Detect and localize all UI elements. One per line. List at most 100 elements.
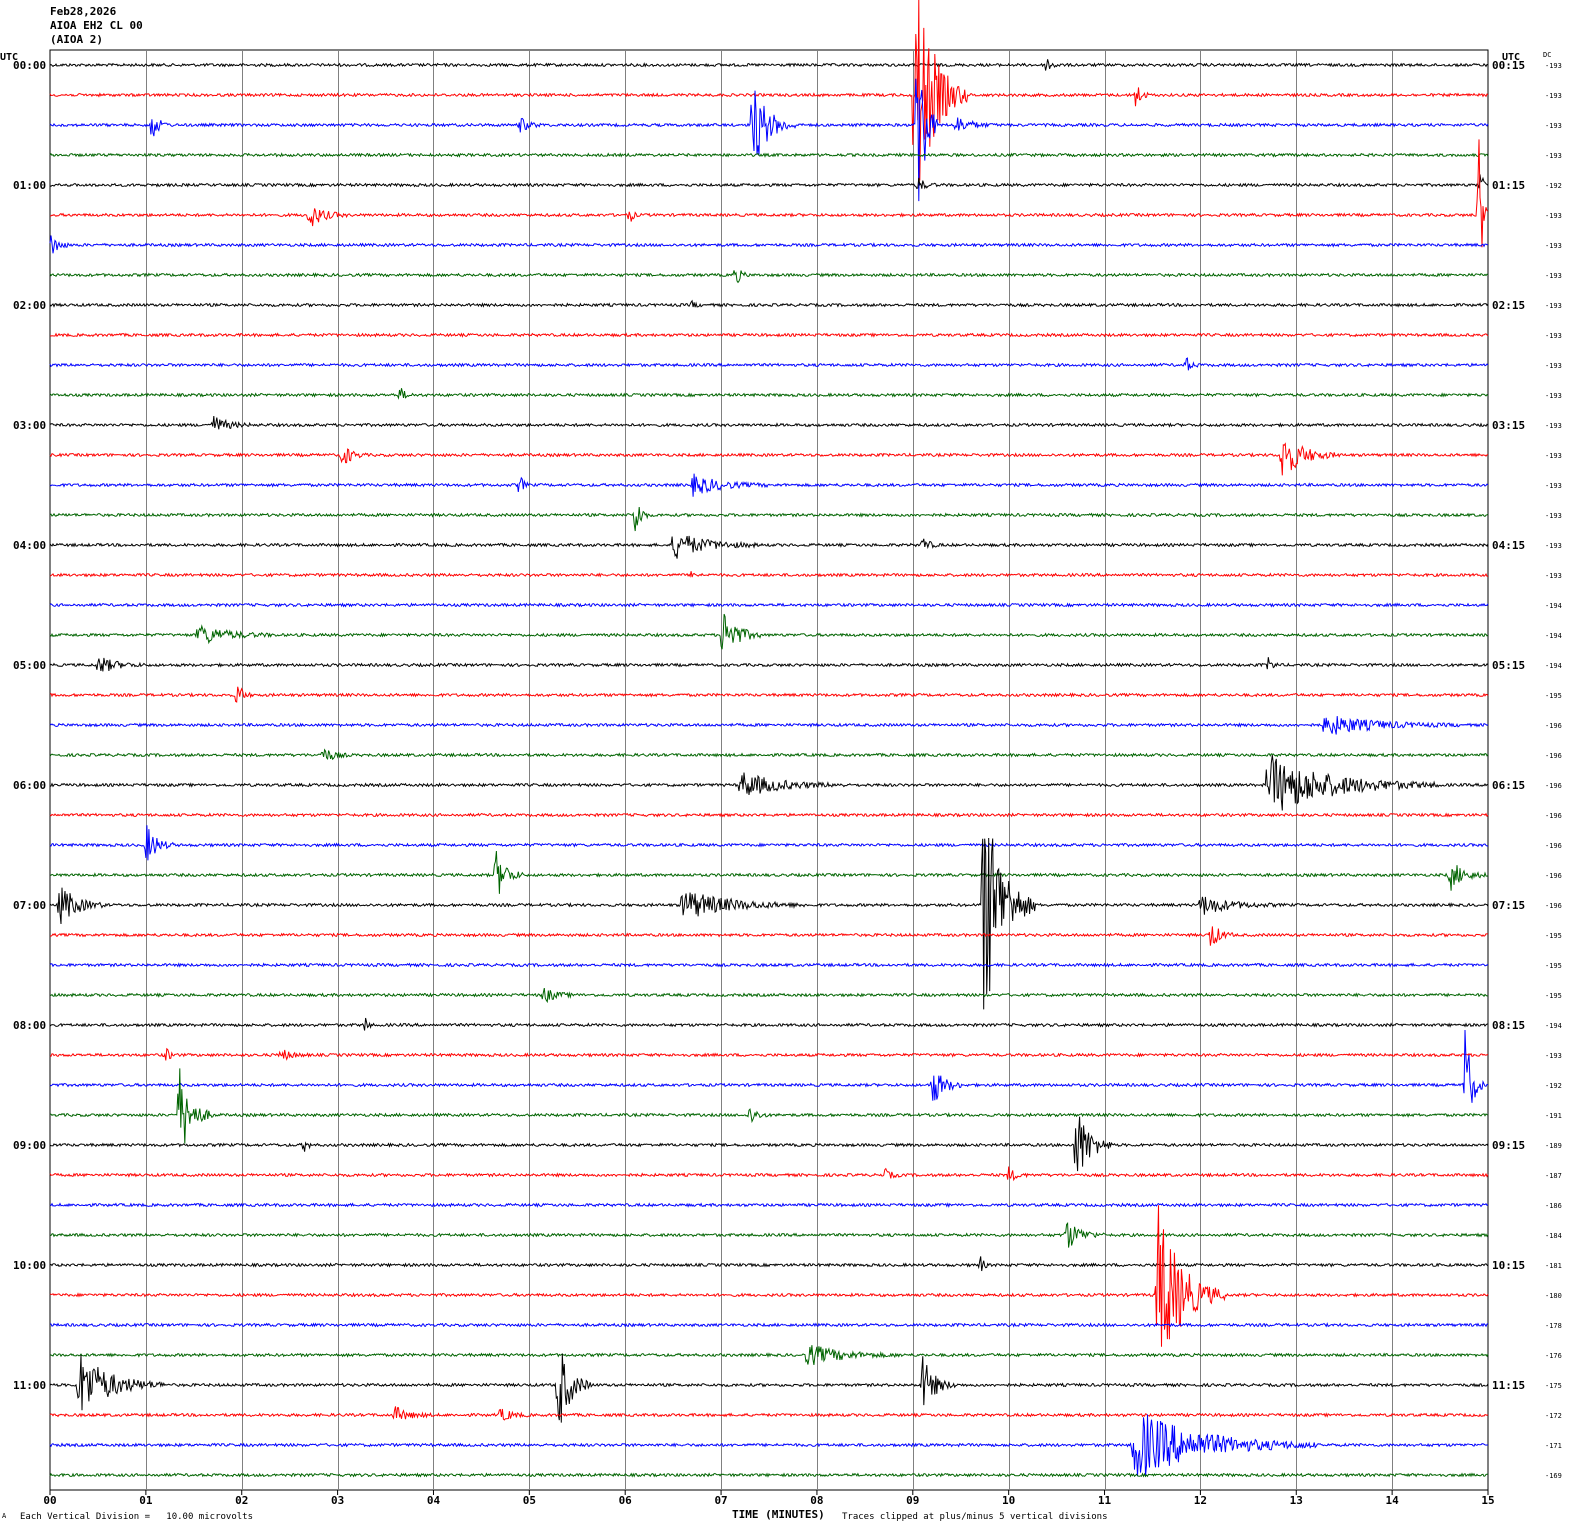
dc-value-label: -169: [1545, 1472, 1562, 1480]
seismogram-trace: [49, 1353, 1489, 1423]
dc-value-label: -195: [1545, 692, 1562, 700]
left-time-label: 11:00: [13, 1379, 46, 1392]
dc-value-label: -193: [1545, 452, 1562, 460]
seismogram-trace: [49, 139, 1489, 248]
x-tick-label: 00: [43, 1494, 56, 1507]
x-tick-label: 04: [427, 1494, 441, 1507]
seismogram-trace: [49, 962, 1489, 968]
clip-note: Traces clipped at plus/minus 5 vertical …: [842, 1512, 1108, 1522]
seismogram-trace: [49, 1406, 1489, 1421]
dc-value-label: -196: [1545, 812, 1562, 820]
seismogram-trace: [49, 571, 1488, 578]
dc-value-label: -195: [1545, 932, 1562, 940]
dc-value-label: -193: [1545, 302, 1562, 310]
seismogram-trace: [49, 1068, 1489, 1144]
right-time-label: 02:15: [1492, 299, 1525, 312]
seismogram-trace: [49, 235, 1488, 254]
scale-marker: A: [2, 1512, 7, 1520]
scale-note: Each Vertical Division = 10.00 microvolt…: [20, 1512, 253, 1522]
plot-frame: [49, 49, 1489, 1491]
seismogram-trace: [49, 388, 1489, 400]
dc-value-label: -178: [1545, 1322, 1562, 1330]
x-tick-label: 10: [1002, 1494, 1015, 1507]
seismogram-trace: [49, 1116, 1489, 1172]
seismogram-trace: [49, 1047, 1489, 1061]
x-tick-label: 09: [906, 1494, 919, 1507]
left-time-label: 09:00: [13, 1139, 46, 1152]
station-alias: (AIOA 2): [50, 33, 103, 46]
right-time-label: 01:15: [1492, 179, 1525, 192]
dc-value-label: -196: [1545, 872, 1562, 880]
seismogram-trace: [49, 357, 1489, 371]
x-axis-title: TIME (MINUTES): [732, 1508, 825, 1521]
seismogram-trace: [49, 1414, 1489, 1477]
left-time-label: 06:00: [13, 779, 46, 792]
seismogram-trace: [49, 825, 1489, 861]
x-tick-label: 15: [1481, 1494, 1494, 1507]
x-tick-label: 02: [235, 1494, 248, 1507]
x-tick-label: 07: [714, 1494, 727, 1507]
dc-value-label: -194: [1545, 662, 1562, 670]
x-tick-label: 13: [1290, 1494, 1303, 1507]
seismogram-trace: [49, 535, 1489, 559]
seismogram-trace: [49, 152, 1489, 158]
dc-value-label: -194: [1545, 632, 1562, 640]
seismogram-trace: [49, 1205, 1489, 1347]
left-time-label: 08:00: [13, 1019, 46, 1032]
x-tick-label: 11: [1098, 1494, 1112, 1507]
seismogram-trace: [49, 1221, 1489, 1248]
dc-value-label: -193: [1545, 212, 1562, 220]
seismogram-trace: [49, 837, 1489, 1010]
left-time-label: 10:00: [13, 1259, 46, 1272]
x-tick-label: 03: [331, 1494, 344, 1507]
dc-value-label: -172: [1545, 1412, 1562, 1420]
dc-value-label: -193: [1545, 242, 1562, 250]
dc-value-label: -196: [1545, 722, 1562, 730]
dc-value-label: -175: [1545, 1382, 1562, 1390]
seismogram-trace: [49, 926, 1489, 946]
right-time-label: 11:15: [1492, 1379, 1525, 1392]
seismogram-trace: [49, 1166, 1489, 1182]
dc-value-label: -193: [1545, 92, 1562, 100]
seismogram-trace: [49, 1029, 1489, 1103]
seismogram-traces: [49, 0, 1489, 1478]
seismogram-trace: [49, 332, 1489, 338]
x-tick-label: 08: [810, 1494, 823, 1507]
dc-value-label: -181: [1545, 1262, 1562, 1270]
dc-value-label: -196: [1545, 902, 1562, 910]
seismogram-trace: [49, 613, 1489, 650]
dc-value-label: -196: [1545, 752, 1562, 760]
right-time-label: 07:15: [1492, 899, 1525, 912]
seismogram-trace: [49, 1472, 1489, 1478]
x-tick-label: 05: [523, 1494, 536, 1507]
station-code: AIOA EH2 CL 00: [50, 19, 143, 32]
seismogram-trace: [49, 507, 1489, 532]
dc-value-label: -193: [1545, 572, 1562, 580]
grid-lines: [49, 49, 1489, 1491]
dc-value-label: -196: [1545, 782, 1562, 790]
dc-value-label: -193: [1545, 392, 1562, 400]
dc-value-label: -184: [1545, 1232, 1562, 1240]
seismogram-trace: [49, 1322, 1489, 1328]
dc-value-label: -193: [1545, 512, 1562, 520]
dc-value-label: -189: [1545, 1142, 1562, 1150]
dc-value-label: -191: [1545, 1112, 1562, 1120]
right-axis-title: UTC: [1502, 52, 1520, 63]
left-time-label: 05:00: [13, 659, 46, 672]
dc-title: DC: [1543, 51, 1551, 59]
seismogram-trace: [49, 602, 1489, 608]
dc-value-label: -193: [1545, 62, 1562, 70]
right-time-label: 00:15: [1492, 59, 1525, 72]
seismogram-trace: [49, 657, 1489, 672]
right-time-label: 09:15: [1492, 1139, 1525, 1152]
dc-value-label: -193: [1545, 542, 1562, 550]
right-time-label: 08:15: [1492, 1019, 1525, 1032]
seismogram-trace: [49, 0, 1489, 181]
seismogram-trace: [49, 1202, 1489, 1208]
seismogram-trace: [49, 1345, 1489, 1365]
dc-value-label: -193: [1545, 482, 1562, 490]
left-time-label: 02:00: [13, 299, 46, 312]
dc-value-label: -186: [1545, 1202, 1562, 1210]
dc-value-label: -193: [1545, 362, 1562, 370]
